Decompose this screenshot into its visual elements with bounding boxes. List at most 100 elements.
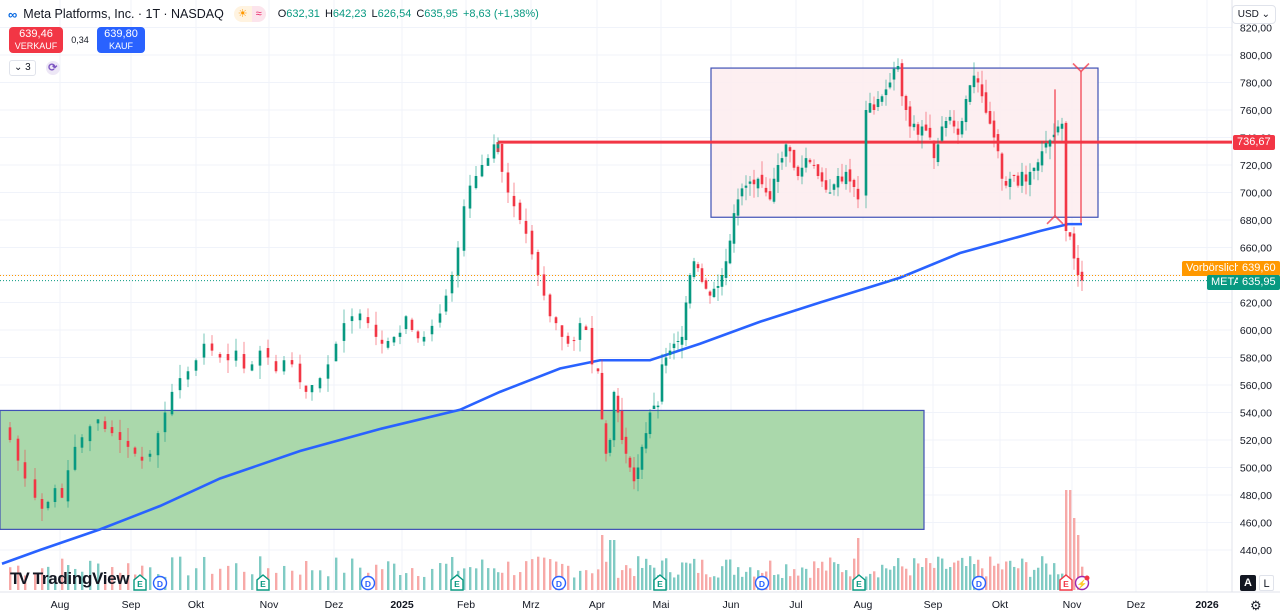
volume-bar [749, 567, 752, 590]
volume-bar [81, 571, 84, 590]
log-scale-button[interactable]: L [1259, 575, 1274, 591]
volume-bar [525, 561, 528, 590]
y-axis-tick: 780,00 [1240, 78, 1272, 90]
candle [60, 483, 64, 499]
candle [920, 120, 924, 149]
candle [486, 154, 490, 166]
volume-bar [1037, 567, 1040, 590]
candle [812, 159, 816, 169]
candle [282, 356, 286, 375]
candle [310, 384, 314, 401]
candle [976, 71, 980, 93]
candle [274, 354, 278, 374]
down-arrow[interactable] [1046, 89, 1064, 225]
buy-button[interactable]: 639,80 KAUF [97, 27, 145, 53]
candle [668, 342, 672, 359]
x-axis-tick: Apr [589, 599, 606, 611]
earnings-event-icon[interactable]: E [653, 574, 667, 591]
y-axis-tick: 700,00 [1240, 188, 1272, 200]
dividend-event-icon[interactable]: D [754, 575, 770, 591]
candle [566, 332, 570, 348]
volume-bar [104, 576, 107, 590]
volume-bar [439, 563, 442, 590]
sun-session-icon[interactable]: ☀ [233, 6, 252, 22]
volume-bar [969, 556, 972, 590]
dividend-event-icon[interactable]: D [360, 575, 376, 591]
volume-bar [405, 573, 408, 590]
settings-gear-icon[interactable]: ⚙ [1250, 598, 1262, 613]
candle [126, 427, 130, 458]
sell-button[interactable]: 639,46 VERKAUF [9, 27, 63, 53]
volume-bar [853, 558, 856, 590]
meta-infinity-icon: ∞ [8, 6, 18, 22]
candle [242, 341, 246, 374]
candle [1028, 163, 1032, 197]
volume-bar [311, 570, 314, 590]
auto-scale-button[interactable]: A [1240, 575, 1256, 591]
dividend-event-icon[interactable]: D [152, 575, 168, 591]
volume-bar [591, 573, 594, 590]
candle [700, 263, 704, 284]
svg-text:D: D [556, 579, 562, 589]
volume-bar [937, 556, 940, 590]
tradingview-logo[interactable]: TV TradingView [10, 569, 130, 588]
volume-bar [897, 558, 900, 590]
volume-bar [327, 576, 330, 590]
candle [46, 500, 50, 511]
volume-bar [725, 559, 728, 590]
volume-bar [1025, 562, 1028, 590]
earnings-event-icon[interactable]: E [133, 574, 147, 591]
sync-icon[interactable]: ⟳ [45, 61, 60, 75]
volume-bar [941, 558, 944, 590]
market-status-badges[interactable]: ☀ ≈ [233, 6, 266, 22]
volume-bar [721, 566, 724, 590]
candle [696, 261, 700, 272]
candle [632, 457, 636, 490]
earnings-event-icon[interactable]: E [450, 574, 464, 591]
candle [250, 361, 254, 372]
symbol-title[interactable]: Meta Platforms, Inc. · 1T · NASDAQ [23, 7, 224, 21]
volume-bar [993, 565, 996, 590]
candle [728, 233, 732, 265]
candle [628, 455, 632, 472]
volume-bar [299, 574, 302, 590]
volume-bar [625, 565, 628, 590]
candle [888, 72, 892, 90]
volume-bar [789, 576, 792, 590]
candle [350, 308, 354, 334]
delayed-data-icon[interactable]: ≈ [251, 6, 266, 22]
earnings-event-icon[interactable]: E [1059, 574, 1073, 591]
change-value: +8,63 (+1,38%) [462, 8, 539, 20]
y-axis-tick: 500,00 [1240, 463, 1272, 475]
indicators-toggle[interactable]: ⌄ 3 [9, 60, 36, 76]
volume-bar [885, 568, 888, 590]
candle [194, 358, 198, 377]
dividend-event-icon[interactable]: D [971, 575, 987, 591]
volume-bar [283, 565, 286, 590]
dividend-event-icon[interactable]: D [551, 575, 567, 591]
candle [410, 317, 414, 333]
demand-zone[interactable] [0, 409, 925, 530]
volume-bar [47, 566, 50, 590]
x-axis-tick: Dez [1127, 599, 1146, 611]
candle [620, 397, 624, 445]
volume-bar [1001, 569, 1004, 590]
currency-select[interactable]: USD ⌄ [1231, 5, 1276, 24]
volume-bar [1065, 490, 1068, 590]
volume-bar [805, 568, 808, 590]
volume-bar [797, 575, 800, 590]
moving-average-line[interactable] [1, 222, 1082, 565]
earnings-event-icon[interactable]: E [852, 574, 866, 591]
candle [1080, 260, 1084, 292]
volume-bar [579, 570, 582, 590]
volume-bar [251, 574, 254, 590]
up-arrow[interactable] [1072, 62, 1090, 223]
candle [1048, 138, 1052, 160]
candle [872, 96, 876, 115]
volume-bar [677, 574, 680, 590]
candle [66, 460, 70, 508]
volume-bar [1053, 563, 1056, 590]
earnings-event-icon[interactable]: E [256, 574, 270, 591]
volume-bar [319, 570, 322, 590]
